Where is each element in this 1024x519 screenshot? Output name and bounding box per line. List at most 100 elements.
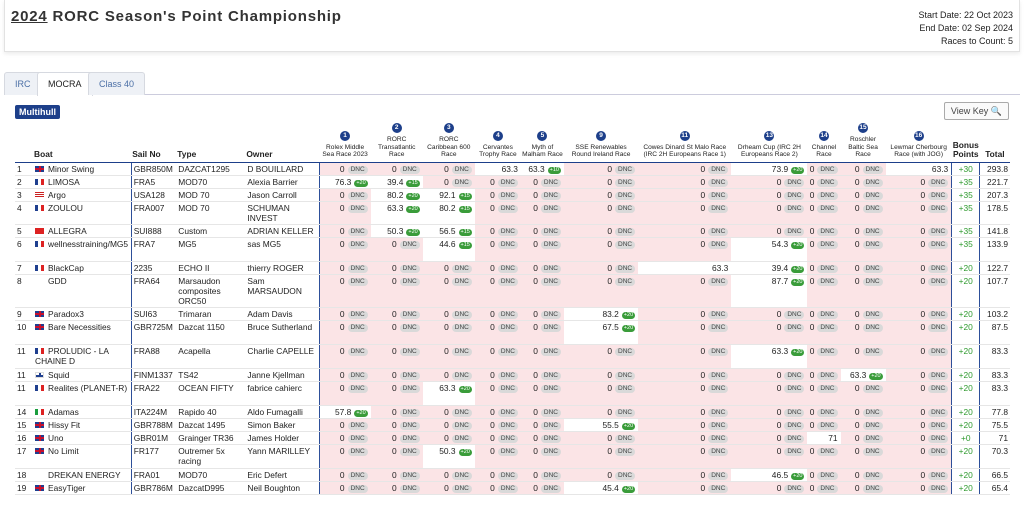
race-score: 0 DNC <box>474 175 521 189</box>
view-key-button[interactable]: View Key 🔍 <box>943 102 1009 120</box>
dnc-badge: DNC <box>615 447 636 456</box>
dnc-badge: DNC <box>540 178 561 187</box>
boat-type: DazcatD995 <box>176 481 246 495</box>
race-score: 0 DNC <box>638 481 732 495</box>
race-score: 0 DNC <box>807 468 841 482</box>
table-row[interactable]: 11 PROLUDIC - LA CHAINE D FRA88 Acapella Cha… <box>15 344 1010 369</box>
tab-class-40[interactable]: Class 40 <box>88 72 146 95</box>
table-row[interactable]: 16 Uno GBR01M Grainger TR36 James Holder 0 DNC… <box>15 431 1010 445</box>
table-row[interactable]: 2 LIMOSA FRA5 MOD70 Alexia Barrier 76.3 +20 39.… <box>15 175 1010 189</box>
col-race-11[interactable]: 11 Cowes Dinard St Malo Race (IRC 2H Euro… <box>638 122 732 163</box>
col-race-3[interactable]: 3 RORC Caribbean 600 Race <box>422 122 475 163</box>
race-name: Lewmar Cherbourg Race (with JOG) <box>890 143 947 159</box>
dnc-badge: DNC <box>347 191 368 200</box>
boat-name[interactable]: DREKAN ENERGY <box>48 469 121 480</box>
col-race-4[interactable]: 4 Cervantes Trophy Race <box>474 122 521 163</box>
boat-name[interactable]: Squid <box>48 369 70 380</box>
col-race-5[interactable]: 5 Myth of Malham Race <box>520 122 564 163</box>
race-score: 0 DNC <box>319 162 371 176</box>
boat-name[interactable]: ZOULOU <box>48 202 83 213</box>
boat-name[interactable]: Hissy Fit <box>48 419 81 430</box>
points-badge: +10 <box>547 166 561 174</box>
tab-mocra[interactable]: MOCRA <box>37 72 93 96</box>
boat-name[interactable]: Adamas <box>48 406 79 417</box>
col-boat[interactable]: Boat <box>33 122 132 163</box>
position: 2 <box>15 175 34 189</box>
boat-name[interactable]: Argo <box>48 189 66 200</box>
col-race-2[interactable]: 2 RORC Transatlantic Race <box>370 122 423 163</box>
dnc-badge: DNC <box>928 408 949 417</box>
race-score: 0 DNC <box>319 188 371 202</box>
dnc-badge: DNC <box>784 421 805 430</box>
boat-name[interactable]: GDD <box>48 275 67 286</box>
table-row[interactable]: 15 Hissy Fit GBR788M Dazcat 1495 Simon Baker… <box>15 418 1010 432</box>
table-row[interactable]: 6 wellnesstraining/MG5 FRA7 MG5 sas MG5 0 DNC 0… <box>15 237 1010 262</box>
col-sail[interactable]: Sail No <box>131 122 177 163</box>
boat-name[interactable]: EasyTiger <box>48 482 86 493</box>
col-owner[interactable]: Owner <box>245 122 320 163</box>
table-row[interactable]: 19 EasyTiger GBR786M DazcatD995 Neil Boughto… <box>15 481 1010 495</box>
race-score: 0 DNC <box>564 444 639 469</box>
boat-name[interactable]: LIMOSA <box>48 176 80 187</box>
dnc-badge: DNC <box>928 471 949 480</box>
score-value: 0 <box>854 345 860 356</box>
table-row[interactable]: 14 Adamas ITA224M Rapido 40 Aldo Fumagalli 57… <box>15 405 1010 419</box>
col-race-16[interactable]: 16 Lewmar Cherbourg Race (with JOG) <box>885 122 952 163</box>
dnc-badge: DNC <box>708 421 729 430</box>
col-type[interactable]: Type <box>176 122 246 163</box>
dnc-badge: DNC <box>451 421 472 430</box>
col-race-9[interactable]: 9 SSE Renewables Round Ireland Race <box>564 122 639 163</box>
tab-irc[interactable]: IRC <box>4 72 42 95</box>
boat-name[interactable]: No Limit <box>48 445 79 456</box>
race-score: 0 DNC <box>370 431 423 445</box>
points-badge: +15 <box>458 192 472 200</box>
race-score: 0 DNC <box>422 162 475 176</box>
table-row[interactable]: 8 GDD FRA64 Marsaudon composites ORC50 Sam M… <box>15 274 1010 308</box>
table-row[interactable]: 11 Realites (PLANET-R) FRA22 OCEAN FIFTY fab… <box>15 381 1010 406</box>
boat-name[interactable]: wellnesstraining/MG5 <box>48 238 129 249</box>
boat-name[interactable]: PROLUDIC - LA CHAINE D <box>35 345 109 366</box>
dnc-badge: DNC <box>862 227 883 236</box>
table-row[interactable]: 10 Bare Necessities GBR725M Dazcat 1150 Bruc… <box>15 320 1010 345</box>
boat-name[interactable]: Uno <box>48 432 64 443</box>
boat-name[interactable]: BlackCap <box>48 262 84 273</box>
table-row[interactable]: 5 ALLEGRA SUI888 Custom ADRIAN KELLER 0 DNC 50.… <box>15 224 1010 238</box>
score-value: 0 <box>391 275 397 286</box>
boat-name[interactable]: ALLEGRA <box>48 225 87 236</box>
score-value: 0 <box>776 321 782 332</box>
championship-meta: Start Date: 22 Oct 2023 End Date: 02 Sep… <box>918 9 1013 48</box>
boat-name[interactable]: Paradox3 <box>48 308 84 319</box>
table-row[interactable]: 7 BlackCap 2235 ECHO II thierry ROGER 0 DNC 0 DN… <box>15 261 1010 275</box>
race-score: 0 DNC <box>422 368 475 382</box>
table-row[interactable]: 11 Squid FINM1337 TS42 Janne Kjellman 0 DNC 0 DN… <box>15 368 1010 382</box>
dnc-badge: DNC <box>497 240 518 249</box>
owner: Sam MARSAUDON <box>245 274 320 308</box>
table-row[interactable]: 18 DREKAN ENERGY FRA01 MOD70 Eric Defert 0 DNC… <box>15 468 1010 482</box>
owner: Janne Kjellman <box>245 368 320 382</box>
boat-name[interactable]: Minor Swing <box>48 163 95 174</box>
score-value: 63.3 <box>849 369 867 380</box>
dnc-badge: DNC <box>817 310 838 319</box>
race-score: 0 DNC <box>731 405 808 419</box>
col-race-15[interactable]: 15 Roschler Baltic Sea Race <box>840 122 886 163</box>
boat-name[interactable]: Realites (PLANET-R) <box>48 382 128 393</box>
score-value: 0 <box>391 308 397 319</box>
col-race-13[interactable]: 13 Drheam Cup (IRC 2H Europeans Race 2) <box>731 122 808 163</box>
table-row[interactable]: 4 ZOULOU FRA007 MOD 70 SCHUMAN INVEST 0 DNC 63.… <box>15 201 1010 225</box>
col-race-1[interactable]: 1 Rolex Middle Sea Race 2023 <box>319 122 371 163</box>
sail-number: FRA007 <box>130 201 177 225</box>
table-row[interactable]: 3 Argo USA128 MOD 70 Jason Carroll 0 DNC 80.2 +2… <box>15 188 1010 202</box>
table-row[interactable]: 1 Minor Swing GBR850M DAZCAT1295 D BOUILLARD… <box>15 162 1010 176</box>
score-value: 0 <box>700 406 706 417</box>
col-race-14[interactable]: 14 Channel Race <box>807 122 841 163</box>
race-score: 0 DNC <box>807 444 841 469</box>
dnc-badge: DNC <box>540 484 561 493</box>
table-row[interactable]: 9 Paradox3 SUI63 Trimaran Adam Davis 0 DNC 0 DNC… <box>15 307 1010 321</box>
race-score: 0 DNC <box>638 201 732 225</box>
table-row[interactable]: 17 No Limit FR177 Outremer 5x racing Yann MA… <box>15 444 1010 469</box>
score-value: 46.5 <box>771 469 789 480</box>
boat-name[interactable]: Bare Necessities <box>48 321 111 332</box>
dnc-badge: DNC <box>708 347 729 356</box>
race-score: 0 DNC <box>564 224 639 238</box>
score-value: 0 <box>607 275 613 286</box>
